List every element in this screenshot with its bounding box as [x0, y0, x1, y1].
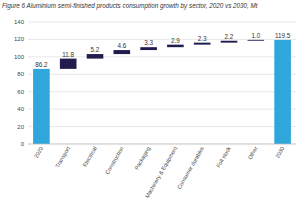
grid-line [28, 109, 296, 110]
y-tick-label: 40 [17, 106, 24, 112]
x-tick-label: Machinery & Equipment [144, 145, 179, 199]
y-tick-label: 140 [14, 19, 25, 25]
data-label: 86.2 [35, 61, 48, 68]
x-tick-label: 2020 [33, 146, 44, 160]
data-label: 2.9 [171, 37, 180, 44]
x-tick-label: Other [247, 145, 259, 160]
y-tick-label: 120 [14, 36, 25, 42]
grid-line [28, 22, 296, 23]
y-tick-label: 60 [17, 89, 24, 95]
data-label: 5.2 [91, 46, 100, 53]
data-label: 2.2 [225, 33, 234, 40]
chart-svg: Figure 6 Aluminium semi-finished product… [0, 0, 300, 205]
y-tick-label: 100 [14, 54, 25, 60]
increment-bar [247, 39, 264, 41]
total-bar [33, 69, 50, 144]
increment-bar [167, 45, 184, 48]
data-label: 3.3 [144, 39, 153, 46]
grid [28, 22, 296, 144]
chart-container: Figure 6 Aluminium semi-finished product… [0, 0, 300, 205]
x-tick-label: Consumer durables [176, 145, 205, 190]
bars [33, 40, 291, 144]
y-tick-label: 0 [21, 141, 25, 147]
increment-bar [221, 41, 238, 43]
x-tick-label: Transport [54, 145, 71, 169]
x-tick-label: Electrical [82, 146, 98, 168]
data-label: 11.8 [62, 51, 74, 58]
x-tick-label: Construction [104, 146, 125, 176]
increment-bar [194, 43, 211, 45]
increment-bar [113, 50, 130, 54]
increment-bar [60, 59, 77, 69]
data-label: 119.5 [275, 32, 291, 39]
x-tick-label: 2030 [274, 146, 285, 160]
grid-line [28, 39, 296, 40]
increment-bar [140, 47, 157, 50]
chart-title: Figure 6 Aluminium semi-finished product… [2, 2, 258, 10]
grid-line [28, 74, 296, 75]
increment-bar [87, 54, 104, 59]
grid-line [28, 126, 296, 127]
x-axis-line [28, 144, 296, 145]
grid-line [28, 91, 296, 92]
grid-line [28, 144, 296, 145]
y-tick-label: 80 [17, 71, 24, 77]
data-label: 1.0 [251, 32, 260, 39]
x-tick-label: Foil stock [215, 145, 232, 168]
y-tick-label: 20 [17, 124, 24, 130]
data-label: 2.3 [198, 35, 207, 42]
total-bar [274, 40, 291, 144]
data-label: 4.6 [117, 42, 126, 49]
x-tick-label: Packaging [133, 146, 151, 171]
